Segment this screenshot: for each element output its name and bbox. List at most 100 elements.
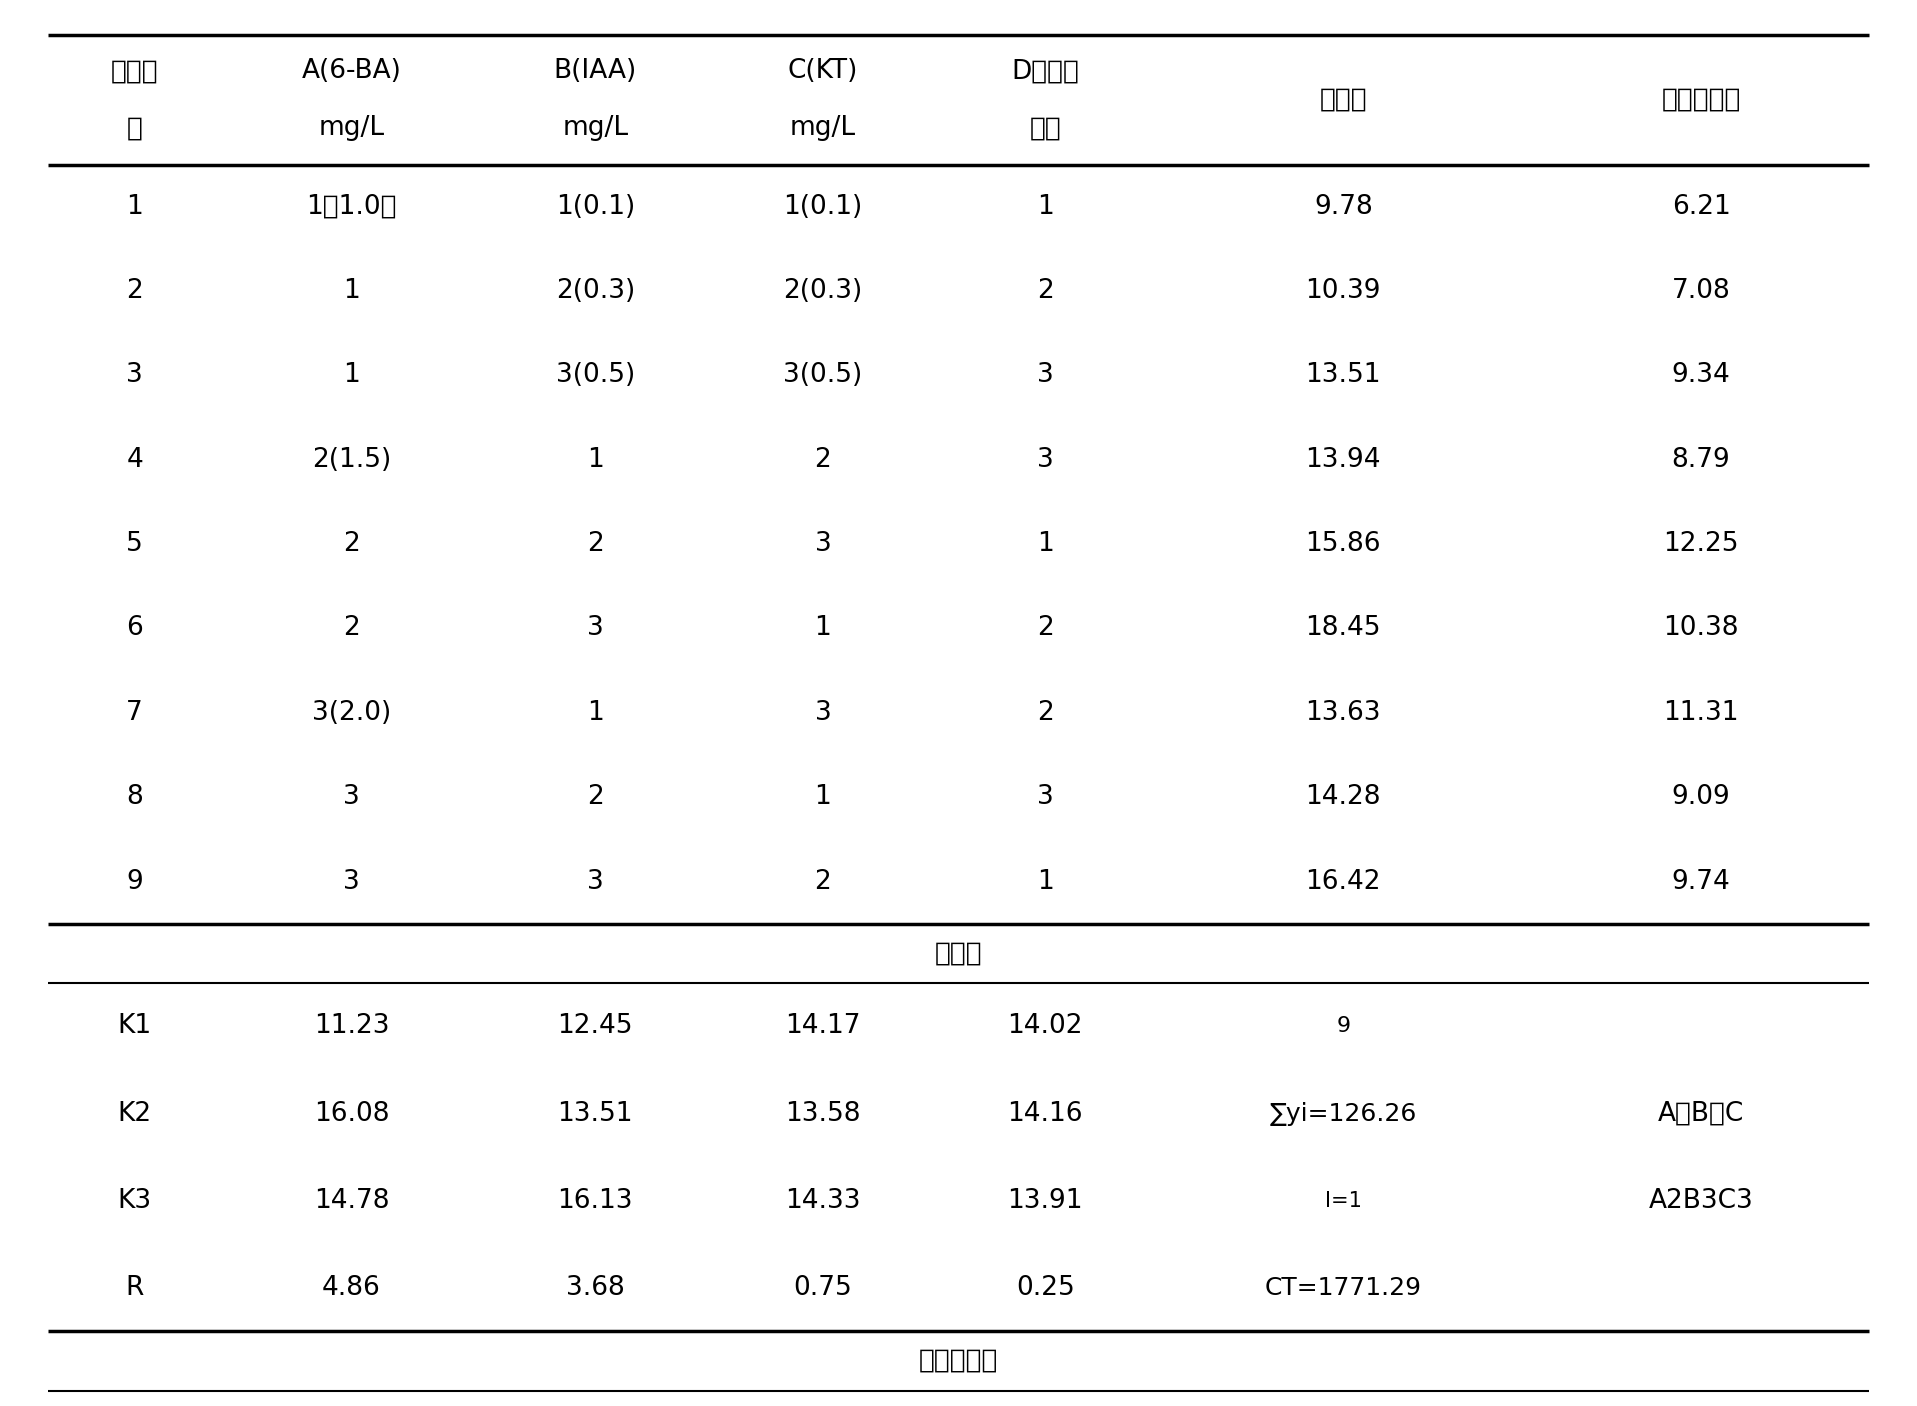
Text: 3: 3 — [1037, 785, 1054, 810]
Text: 1: 1 — [343, 278, 360, 304]
Text: 3.68: 3.68 — [566, 1275, 625, 1301]
Text: 0.75: 0.75 — [794, 1275, 853, 1301]
Text: 1(0.1): 1(0.1) — [556, 194, 635, 219]
Text: 2: 2 — [1037, 616, 1054, 641]
Text: 11.31: 11.31 — [1664, 700, 1739, 725]
Text: 14.17: 14.17 — [786, 1014, 861, 1039]
Text: 1: 1 — [343, 363, 360, 388]
Text: 1: 1 — [815, 616, 832, 641]
Text: 2: 2 — [343, 531, 360, 557]
Text: 试验编: 试验编 — [111, 59, 159, 84]
Text: 3: 3 — [587, 616, 604, 641]
Text: 14.33: 14.33 — [786, 1188, 861, 1213]
Text: 3: 3 — [815, 531, 832, 557]
Text: ∑yi=126.26: ∑yi=126.26 — [1269, 1101, 1417, 1126]
Text: 9: 9 — [1336, 1017, 1350, 1036]
Text: 6.21: 6.21 — [1672, 194, 1731, 219]
Text: 2: 2 — [343, 616, 360, 641]
Text: 2: 2 — [587, 785, 604, 810]
Text: 2: 2 — [1037, 700, 1054, 725]
Text: 16.42: 16.42 — [1305, 869, 1380, 894]
Text: 1(0.1): 1(0.1) — [784, 194, 863, 219]
Text: 1（1.0）: 1（1.0） — [307, 194, 397, 219]
Text: 2: 2 — [1037, 278, 1054, 304]
Text: D（误差: D（误差 — [1012, 59, 1079, 84]
Text: 9.09: 9.09 — [1672, 785, 1731, 810]
Text: 1: 1 — [587, 700, 604, 725]
Text: I=1: I=1 — [1325, 1191, 1361, 1211]
Text: 4.86: 4.86 — [322, 1275, 381, 1301]
Text: 9: 9 — [127, 869, 144, 894]
Text: 3(2.0): 3(2.0) — [312, 700, 391, 725]
Text: 4: 4 — [127, 447, 144, 472]
Text: 3: 3 — [343, 785, 360, 810]
Text: 3: 3 — [815, 700, 832, 725]
Text: 13.94: 13.94 — [1305, 447, 1380, 472]
Text: 3(0.5): 3(0.5) — [784, 363, 863, 388]
Text: 号: 号 — [127, 115, 142, 141]
Text: mg/L: mg/L — [318, 115, 385, 141]
Text: mg/L: mg/L — [562, 115, 629, 141]
Text: 1: 1 — [127, 194, 144, 219]
Text: K3: K3 — [117, 1188, 151, 1213]
Text: 16.13: 16.13 — [558, 1188, 633, 1213]
Text: 14.16: 14.16 — [1008, 1101, 1083, 1126]
Text: 3: 3 — [343, 869, 360, 894]
Text: 10.38: 10.38 — [1664, 616, 1739, 641]
Text: 10.39: 10.39 — [1305, 278, 1380, 304]
Text: 13.91: 13.91 — [1008, 1188, 1083, 1213]
Text: 芽繁殖倍率: 芽繁殖倍率 — [1662, 87, 1741, 112]
Text: 8.79: 8.79 — [1672, 447, 1731, 472]
Text: 7.08: 7.08 — [1672, 278, 1731, 304]
Text: 15.86: 15.86 — [1305, 531, 1380, 557]
Text: 2: 2 — [587, 531, 604, 557]
Text: 12.25: 12.25 — [1664, 531, 1739, 557]
Text: A2B3C3: A2B3C3 — [1649, 1188, 1754, 1213]
Text: R: R — [125, 1275, 144, 1301]
Text: 7: 7 — [127, 700, 144, 725]
Text: 13.51: 13.51 — [1305, 363, 1380, 388]
Text: 2(0.3): 2(0.3) — [784, 278, 863, 304]
Text: 5: 5 — [127, 531, 144, 557]
Text: 1: 1 — [1037, 194, 1054, 219]
Text: 2: 2 — [815, 447, 832, 472]
Text: 9.78: 9.78 — [1313, 194, 1373, 219]
Text: 6: 6 — [127, 616, 144, 641]
Text: 16.08: 16.08 — [314, 1101, 389, 1126]
Text: 9.34: 9.34 — [1672, 363, 1731, 388]
Text: 14.78: 14.78 — [314, 1188, 389, 1213]
Text: 13.63: 13.63 — [1305, 700, 1380, 725]
Text: 11.23: 11.23 — [314, 1014, 389, 1039]
Text: CT=1771.29: CT=1771.29 — [1265, 1275, 1422, 1301]
Text: 2: 2 — [815, 869, 832, 894]
Text: 2(0.3): 2(0.3) — [556, 278, 635, 304]
Text: A＞B＞C: A＞B＞C — [1658, 1101, 1744, 1126]
Text: 0.25: 0.25 — [1016, 1275, 1075, 1301]
Text: 3: 3 — [1037, 447, 1054, 472]
Text: 3: 3 — [1037, 363, 1054, 388]
Text: 9.74: 9.74 — [1672, 869, 1731, 894]
Text: 14.28: 14.28 — [1305, 785, 1380, 810]
Text: 13.58: 13.58 — [786, 1101, 861, 1126]
Text: K2: K2 — [117, 1101, 151, 1126]
Text: mg/L: mg/L — [790, 115, 857, 141]
Text: 1: 1 — [587, 447, 604, 472]
Text: 芽增殖倍率: 芽增殖倍率 — [918, 1348, 999, 1374]
Text: 14.02: 14.02 — [1008, 1014, 1083, 1039]
Text: B(IAA): B(IAA) — [554, 59, 636, 84]
Text: 1: 1 — [1037, 531, 1054, 557]
Text: 2: 2 — [127, 278, 144, 304]
Text: 8: 8 — [127, 785, 144, 810]
Text: 3: 3 — [127, 363, 144, 388]
Text: 13.51: 13.51 — [558, 1101, 633, 1126]
Text: C(KT): C(KT) — [788, 59, 859, 84]
Text: 3(0.5): 3(0.5) — [556, 363, 635, 388]
Text: A(6-BA): A(6-BA) — [301, 59, 401, 84]
Text: 18.45: 18.45 — [1305, 616, 1380, 641]
Text: 项）: 项） — [1029, 115, 1062, 141]
Text: K1: K1 — [117, 1014, 151, 1039]
Text: 3: 3 — [587, 869, 604, 894]
Text: 1: 1 — [1037, 869, 1054, 894]
Text: 12.45: 12.45 — [558, 1014, 633, 1039]
Text: 2(1.5): 2(1.5) — [312, 447, 391, 472]
